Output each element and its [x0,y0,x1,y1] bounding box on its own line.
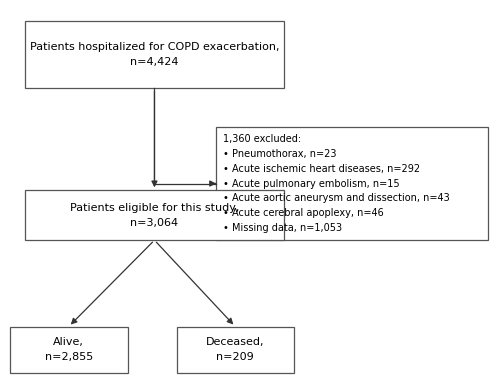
FancyBboxPatch shape [176,327,294,373]
FancyBboxPatch shape [10,327,128,373]
Text: 1,360 excluded:
• Pneumothorax, n=23
• Acute ischemic heart diseases, n=292
• Ac: 1,360 excluded: • Pneumothorax, n=23 • A… [223,134,450,233]
FancyBboxPatch shape [24,190,284,240]
Text: Patients eligible for this study,
n=3,064: Patients eligible for this study, n=3,06… [70,203,239,228]
FancyBboxPatch shape [24,21,284,89]
Text: Alive,
n=2,855: Alive, n=2,855 [44,337,93,362]
Text: Deceased,
n=209: Deceased, n=209 [206,337,264,362]
Text: Patients hospitalized for COPD exacerbation,
n=4,424: Patients hospitalized for COPD exacerbat… [30,42,279,67]
FancyBboxPatch shape [216,127,488,240]
